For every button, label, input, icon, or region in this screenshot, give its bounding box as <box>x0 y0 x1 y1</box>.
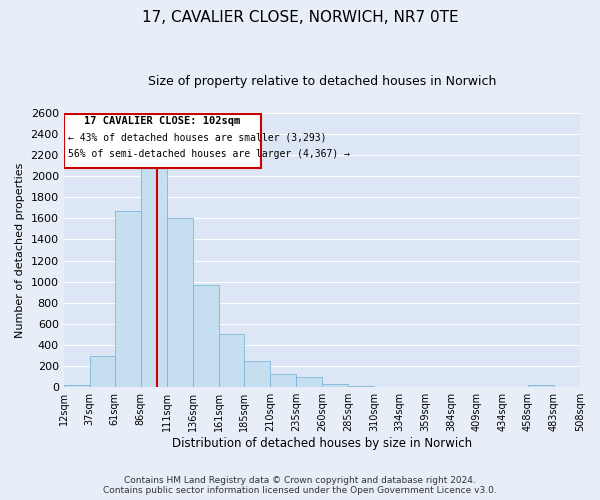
Bar <box>425 386 451 387</box>
Title: Size of property relative to detached houses in Norwich: Size of property relative to detached ho… <box>148 75 496 88</box>
Text: ← 43% of detached houses are smaller (3,293): ← 43% of detached houses are smaller (3,… <box>68 132 326 142</box>
Bar <box>115 211 141 387</box>
Text: 17 CAVALIER CLOSE: 102sqm: 17 CAVALIER CLOSE: 102sqm <box>85 116 241 126</box>
Bar <box>244 360 270 387</box>
Bar <box>477 386 503 387</box>
X-axis label: Distribution of detached houses by size in Norwich: Distribution of detached houses by size … <box>172 437 472 450</box>
Bar <box>528 386 554 387</box>
Text: 17, CAVALIER CLOSE, NORWICH, NR7 0TE: 17, CAVALIER CLOSE, NORWICH, NR7 0TE <box>142 10 458 25</box>
Bar <box>64 386 89 387</box>
Bar <box>270 374 296 387</box>
Bar <box>451 386 477 387</box>
Bar <box>141 162 167 387</box>
Bar <box>89 356 115 387</box>
Bar <box>167 218 193 387</box>
Bar <box>219 334 244 387</box>
Bar <box>503 386 528 387</box>
Bar <box>296 376 322 387</box>
Text: Contains HM Land Registry data © Crown copyright and database right 2024.
Contai: Contains HM Land Registry data © Crown c… <box>103 476 497 495</box>
Bar <box>374 386 399 387</box>
Y-axis label: Number of detached properties: Number of detached properties <box>15 162 25 338</box>
Bar <box>64 114 262 168</box>
Bar <box>348 386 374 387</box>
Bar <box>554 386 580 387</box>
Bar <box>399 386 425 387</box>
Bar <box>322 384 348 387</box>
Text: 56% of semi-detached houses are larger (4,367) →: 56% of semi-detached houses are larger (… <box>68 148 350 158</box>
Bar <box>193 286 219 387</box>
